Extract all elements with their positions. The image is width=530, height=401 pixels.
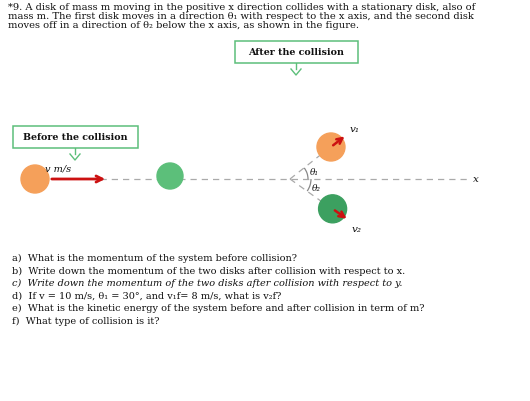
Circle shape [319,195,347,223]
FancyBboxPatch shape [13,126,137,148]
Text: *9. A disk of mass m moving in the positive x direction collides with a stationa: *9. A disk of mass m moving in the posit… [8,3,475,12]
Text: d)  If v = 10 m/s, θ₁ = 30°, and v₁f= 8 m/s, what is v₂f?: d) If v = 10 m/s, θ₁ = 30°, and v₁f= 8 m… [12,291,281,300]
Text: After the collision: After the collision [248,48,344,57]
Text: θ₁: θ₁ [310,168,319,177]
Text: c)  Write down the momentum of the two disks after collision with respect to y.: c) Write down the momentum of the two di… [12,278,402,288]
Text: a)  What is the momentum of the system before collision?: a) What is the momentum of the system be… [12,253,297,263]
Text: v₂: v₂ [352,225,362,234]
FancyBboxPatch shape [234,41,358,63]
Text: θ₂: θ₂ [312,184,321,193]
Text: moves off in a direction of θ₂ below the x axis, as shown in the figure.: moves off in a direction of θ₂ below the… [8,21,359,30]
Text: v m/s: v m/s [45,164,71,174]
Circle shape [157,164,183,190]
Text: e)  What is the kinetic energy of the system before and after collision in term : e) What is the kinetic energy of the sys… [12,303,425,312]
Text: b)  Write down the momentum of the two disks after collision with respect to x.: b) Write down the momentum of the two di… [12,266,405,275]
Text: v₁: v₁ [350,124,360,134]
Text: mass m. The first disk moves in a direction θ₁ with respect to the x axis, and t: mass m. The first disk moves in a direct… [8,12,474,21]
Circle shape [317,134,345,162]
Text: f)  What type of collision is it?: f) What type of collision is it? [12,316,160,325]
Text: x: x [473,175,479,184]
Circle shape [21,166,49,194]
Text: Before the collision: Before the collision [23,133,127,142]
